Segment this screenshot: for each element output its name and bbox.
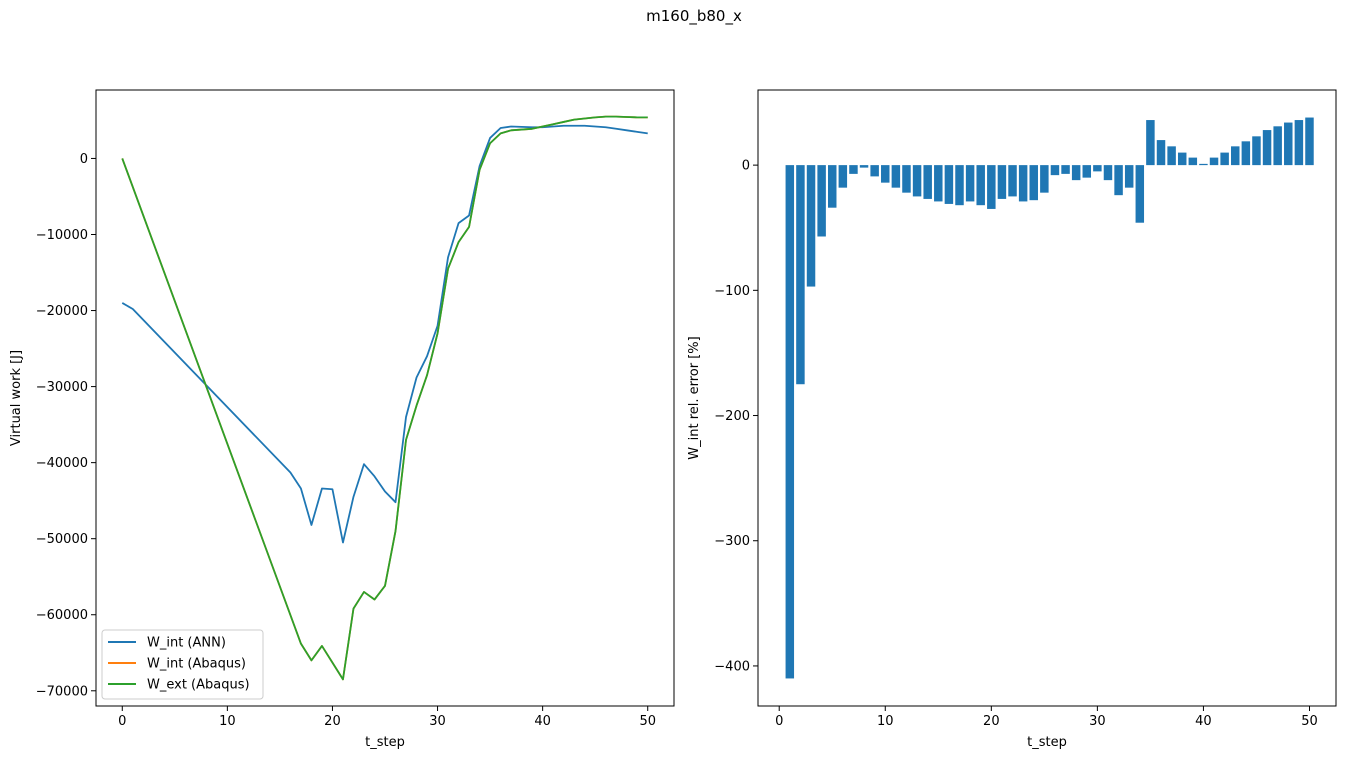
left-y-tick-label: −20000 (36, 304, 88, 319)
right-y-tick-label: −300 (714, 534, 750, 549)
bar-t-step-36 (1156, 140, 1166, 166)
bar-t-step-17 (955, 165, 964, 206)
right-x-tick-label: 10 (877, 714, 894, 729)
bar-t-step-50 (1305, 117, 1314, 166)
left-y-axis-label: Virtual work [J] (9, 350, 24, 446)
series-line-w-int-abaqus (121, 115, 648, 681)
bar-t-step-21 (997, 165, 1007, 199)
left-x-tick-label: 40 (534, 714, 551, 729)
bar-t-step-5 (828, 165, 837, 208)
bar-t-step-34 (1135, 165, 1145, 223)
legend-label-w-ext-abaqus: W_ext (Abaqus) (147, 678, 250, 693)
bar-t-step-11 (891, 165, 901, 188)
bar-t-step-15 (934, 165, 943, 202)
left-plot-area (121, 115, 648, 681)
bar-t-step-4 (817, 165, 826, 237)
bar-t-step-9 (870, 165, 879, 177)
left-x-tick-label: 10 (219, 714, 236, 729)
right-x-tick-label: 20 (983, 714, 1000, 729)
left-y-tick-label: −70000 (36, 684, 88, 699)
right-x-tick-label: 30 (1089, 714, 1106, 729)
bar-t-step-41 (1209, 157, 1219, 166)
right-y-tick-label: −400 (714, 659, 750, 674)
bar-t-step-8 (859, 165, 869, 168)
bar-t-step-27 (1061, 165, 1070, 174)
bar-t-step-47 (1273, 126, 1282, 166)
bar-t-step-40 (1199, 163, 1208, 166)
bar-t-step-1 (785, 165, 795, 679)
bar-t-step-39 (1188, 157, 1198, 166)
bar-t-step-14 (923, 165, 932, 199)
left-x-tick-label: 20 (324, 714, 341, 729)
bar-t-step-6 (838, 165, 848, 188)
bar-t-step-12 (902, 165, 911, 193)
bar-t-step-20 (987, 165, 996, 209)
bar-t-step-29 (1082, 165, 1092, 178)
bar-t-step-7 (849, 165, 858, 174)
figure-suptitle: m160_b80_x (646, 7, 742, 26)
bar-t-step-49 (1294, 120, 1304, 166)
bar-t-step-10 (881, 165, 890, 183)
bar-t-step-32 (1114, 165, 1123, 196)
series-line-w-int-ann (121, 124, 648, 544)
left-line-chart: 0 10 20 30 40 50 0 −10000 −20000 −30000 −40000 −500… (9, 89, 675, 750)
right-axes-frame (757, 89, 1337, 707)
legend-frame (101, 629, 264, 700)
left-x-tick-label: 0 (118, 714, 126, 729)
left-y-tick-label: −50000 (36, 532, 88, 547)
right-y-tick-label: −100 (714, 284, 750, 299)
bar-t-step-45 (1252, 136, 1261, 166)
bar-t-step-37 (1167, 146, 1176, 166)
bar-t-step-48 (1284, 122, 1293, 166)
bar-t-step-38 (1177, 152, 1187, 166)
right-plot-area (785, 117, 1314, 679)
bar-t-step-2 (796, 165, 805, 385)
left-y-tick-label: −60000 (36, 608, 88, 623)
bar-t-step-44 (1241, 141, 1251, 166)
right-ticks: 0 10 20 30 40 50 0 −100 −200 −300 −400 (714, 159, 1317, 729)
right-x-tick-label: 50 (1301, 714, 1318, 729)
bar-t-step-30 (1093, 165, 1102, 172)
bar-t-step-24 (1029, 165, 1038, 201)
bar-t-step-28 (1071, 165, 1081, 181)
bar-t-step-43 (1231, 146, 1240, 166)
right-bar-chart: 0 10 20 30 40 50 0 −100 −200 −300 −400 t_step W_in… (687, 89, 1337, 750)
bar-t-step-23 (1018, 165, 1028, 202)
right-y-tick-label: −200 (714, 409, 750, 424)
left-y-tick-label: −30000 (36, 380, 88, 395)
left-x-tick-label: 30 (429, 714, 446, 729)
bar-t-step-13 (912, 165, 922, 197)
bar-t-step-35 (1146, 120, 1155, 166)
right-y-axis-label: W_int rel. error [%] (687, 336, 702, 459)
legend-label-w-int-ann: W_int (ANN) (147, 636, 226, 651)
bar-t-step-31 (1103, 165, 1113, 181)
bar-t-step-46 (1262, 130, 1272, 166)
bar-t-step-42 (1220, 152, 1229, 166)
right-x-axis-label: t_step (1027, 735, 1067, 750)
bar-t-step-25 (1040, 165, 1049, 193)
left-axes-frame (95, 89, 675, 707)
right-x-tick-label: 0 (775, 714, 783, 729)
left-y-tick-label: −10000 (36, 228, 88, 243)
left-x-tick-label: 50 (639, 714, 656, 729)
left-ticks: 0 10 20 30 40 50 0 −10000 −20000 −30000 −40000 −500… (36, 152, 656, 729)
left-y-tick-label: 0 (80, 152, 88, 167)
legend: W_int (ANN) W_int (Abaqus) W_ext (Abaqus… (101, 629, 264, 700)
bar-t-step-26 (1050, 165, 1060, 176)
bar-t-step-22 (1008, 165, 1017, 197)
left-y-tick-label: −40000 (36, 456, 88, 471)
bar-t-step-33 (1124, 165, 1134, 188)
series-line-w-ext-abaqus (121, 115, 648, 681)
bar-t-step-3 (806, 165, 816, 287)
bar-t-step-16 (944, 165, 954, 204)
bar-t-step-19 (976, 165, 985, 206)
bar-t-step-18 (965, 165, 975, 202)
legend-label-w-int-abaqus: W_int (Abaqus) (147, 657, 246, 672)
right-y-tick-label: 0 (742, 159, 750, 174)
left-x-axis-label: t_step (365, 735, 405, 750)
right-x-tick-label: 40 (1195, 714, 1212, 729)
